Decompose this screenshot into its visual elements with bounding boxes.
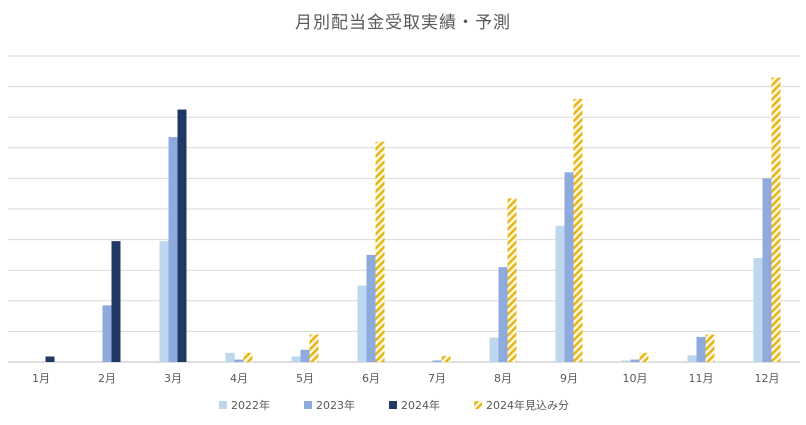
bars xyxy=(45,77,781,363)
bar-2024年-1月 xyxy=(45,356,55,362)
bar-2022年-3月 xyxy=(159,241,169,362)
bar-2022年-9月 xyxy=(555,225,565,362)
x-tick-label: 11月 xyxy=(689,372,714,385)
bar-2023年-4月 xyxy=(234,359,244,362)
bar-2023年-12月 xyxy=(762,178,772,362)
bar-2022年-10月 xyxy=(621,360,631,362)
legend: 2022年 2023年 2024年 2024年見込み分 xyxy=(219,398,569,412)
bar-2024年見込み分-11月 xyxy=(705,334,715,362)
bar-2022年-11月 xyxy=(687,355,697,362)
bar-2024年見込み分-12月 xyxy=(771,77,781,363)
bar-2024年見込み分-9月 xyxy=(573,98,583,362)
bar-2023年-8月 xyxy=(498,267,508,362)
bar-2024年-2月 xyxy=(111,241,121,362)
bar-2023年-7月 xyxy=(432,360,442,362)
bar-2024年見込み分-10月 xyxy=(639,352,649,362)
x-axis: 1月 2月 3月 4月 5月 6月 7月 8月 9月 10月 11月 12月 xyxy=(32,372,780,385)
x-tick-label: 5月 xyxy=(296,372,314,385)
legend-label: 2024年 xyxy=(401,398,440,412)
x-tick-label: 3月 xyxy=(164,372,182,385)
bar-2023年-3月 xyxy=(168,137,178,362)
bar-2024年見込み分-7月 xyxy=(441,355,451,362)
bar-2022年-5月 xyxy=(291,356,301,362)
bar-2023年-10月 xyxy=(630,359,640,362)
bar-2023年-5月 xyxy=(300,349,310,362)
bar-2024年見込み分-5月 xyxy=(309,334,319,362)
bar-2024年見込み分-8月 xyxy=(507,198,517,362)
legend-label: 2023年 xyxy=(316,398,355,412)
bar-2023年-2月 xyxy=(102,305,112,362)
legend-swatch xyxy=(219,401,227,409)
bar-2022年-12月 xyxy=(753,257,763,362)
gridlines xyxy=(8,55,800,363)
bar-2023年-9月 xyxy=(564,172,574,362)
bar-2024年見込み分-4月 xyxy=(243,352,253,362)
bar-2022年-6月 xyxy=(357,285,367,362)
legend-swatch xyxy=(474,401,482,409)
x-tick-label: 12月 xyxy=(755,372,780,385)
bar-2024年見込み分-6月 xyxy=(375,141,385,362)
x-tick-label: 10月 xyxy=(623,372,648,385)
x-tick-label: 6月 xyxy=(362,372,380,385)
legend-label: 2022年 xyxy=(231,398,270,412)
x-tick-label: 4月 xyxy=(230,372,248,385)
bar-2023年-11月 xyxy=(696,336,706,362)
legend-swatch xyxy=(389,401,397,409)
x-tick-label: 7月 xyxy=(428,372,446,385)
x-tick-label: 2月 xyxy=(98,372,116,385)
legend-swatch xyxy=(304,401,312,409)
x-tick-label: 8月 xyxy=(494,372,512,385)
bar-2023年-6月 xyxy=(366,254,376,362)
chart-title: 月別配当金受取実績・予測 xyxy=(295,13,511,33)
bar-2022年-8月 xyxy=(489,337,499,362)
legend-label: 2024年見込み分 xyxy=(486,398,569,412)
bar-2022年-4月 xyxy=(225,352,235,362)
x-tick-label: 9月 xyxy=(560,372,578,385)
x-tick-label: 1月 xyxy=(32,372,50,385)
bar-2024年-3月 xyxy=(177,109,187,362)
